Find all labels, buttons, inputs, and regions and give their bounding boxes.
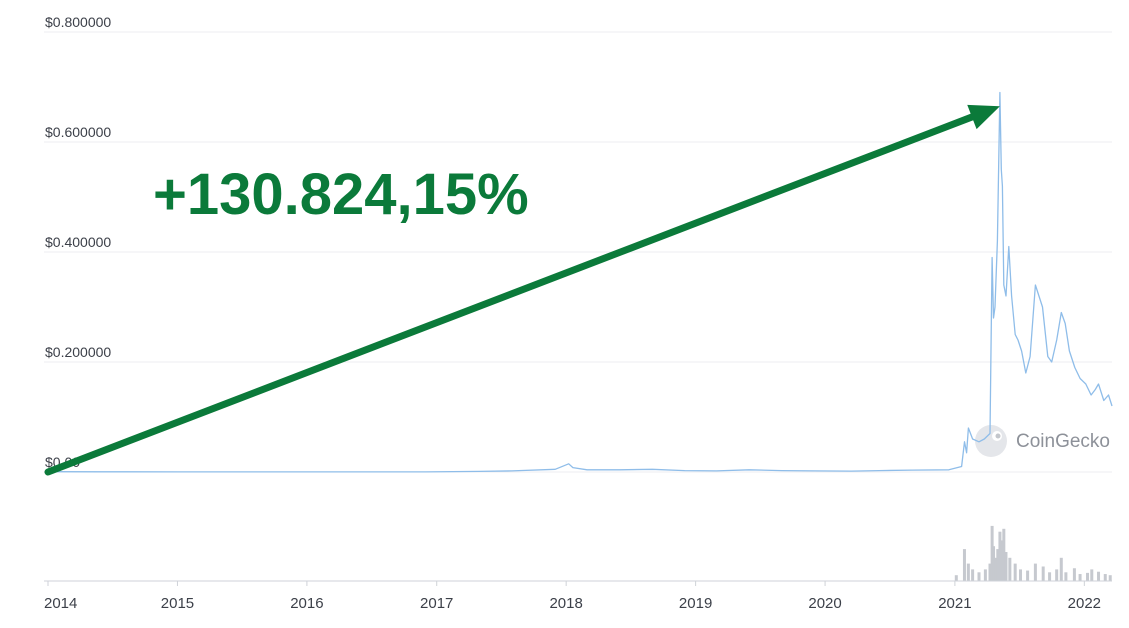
- volume-bar: [983, 569, 987, 581]
- volume-bar: [1026, 570, 1030, 581]
- x-tick-label: 2018: [549, 595, 582, 612]
- volume-bar: [1008, 557, 1012, 581]
- volume-bar: [1041, 566, 1045, 581]
- coingecko-watermark: CoinGecko: [975, 425, 1110, 457]
- volume-bar: [1033, 563, 1037, 581]
- volume-bar: [1055, 569, 1059, 581]
- x-tick-label: 2015: [161, 595, 194, 612]
- volume-bar: [1072, 568, 1076, 581]
- growth-percentage-label: +130.824,15%: [153, 162, 529, 227]
- x-axis-ticks: 2014 2015 2016 2017 2018 2019 2020 2021 2022: [44, 581, 1101, 612]
- volume-bar: [1002, 528, 1006, 581]
- x-tick-label: 2017: [420, 595, 453, 612]
- growth-arrow-shaft: [44, 112, 980, 476]
- x-tick-label: 2021: [938, 595, 971, 612]
- y-tick-label: $0.200000: [45, 344, 111, 360]
- volume-bar: [1103, 574, 1107, 581]
- volume-bar: [1097, 571, 1101, 581]
- volume-bar: [1059, 557, 1063, 581]
- volume-bars: [954, 525, 1112, 581]
- volume-bar: [1064, 572, 1068, 581]
- y-tick-label: $0.400000: [45, 234, 111, 250]
- x-tick-label: 2020: [808, 595, 841, 612]
- volume-bar: [996, 549, 1000, 581]
- volume-bar: [1048, 572, 1052, 581]
- volume-bar: [1018, 569, 1022, 581]
- y-tick-label: $0.800000: [45, 14, 111, 30]
- volume-bar: [1013, 563, 1017, 581]
- volume-bar: [954, 575, 958, 581]
- x-tick-label: 2022: [1068, 595, 1101, 612]
- volume-bar: [1090, 569, 1094, 581]
- volume-bar: [1004, 552, 1008, 581]
- volume-bar: [962, 549, 966, 581]
- volume-bar: [1108, 575, 1112, 581]
- volume-bar: [992, 546, 996, 581]
- y-tick-label: $0.600000: [45, 124, 111, 140]
- price-series-line: [47, 91, 1113, 473]
- volume-bar: [1086, 572, 1090, 581]
- volume-bar: [999, 540, 1003, 581]
- growth-arrow: [44, 104, 1000, 476]
- growth-arrow-head: [967, 104, 1000, 130]
- volume-bar: [966, 563, 970, 581]
- x-tick-label: 2016: [290, 595, 323, 612]
- volume-bar: [977, 572, 981, 581]
- volume-bar: [988, 563, 992, 581]
- volume-bar: [1078, 574, 1082, 581]
- volume-bar: [971, 569, 975, 581]
- x-tick-label: 2014: [44, 595, 77, 612]
- gecko-pupil-icon: [995, 433, 1001, 439]
- gridlines: [44, 31, 1112, 473]
- watermark-label: CoinGecko: [1016, 431, 1110, 452]
- y-axis-ticks: $0.800000$0.600000$0.400000$0.200000$0.0…: [45, 14, 111, 470]
- x-tick-label: 2019: [679, 595, 712, 612]
